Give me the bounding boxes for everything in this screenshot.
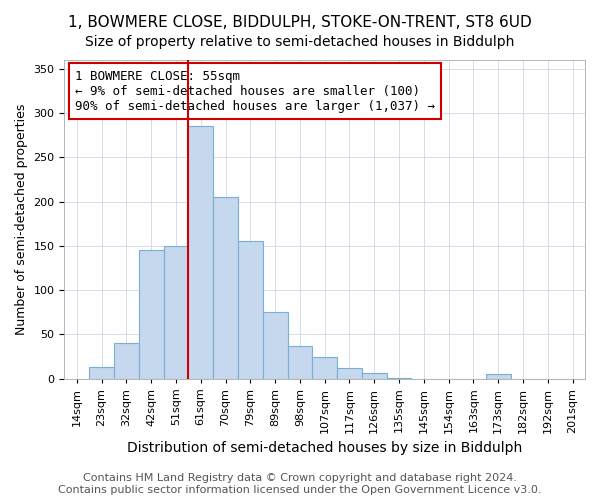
Bar <box>337 368 362 378</box>
Bar <box>188 126 213 378</box>
Bar <box>287 346 313 378</box>
Bar <box>114 343 139 378</box>
Bar <box>362 374 386 378</box>
Bar <box>213 197 238 378</box>
Y-axis label: Number of semi-detached properties: Number of semi-detached properties <box>15 104 28 335</box>
Bar <box>238 242 263 378</box>
Bar <box>263 312 287 378</box>
Bar <box>139 250 164 378</box>
Text: Size of property relative to semi-detached houses in Biddulph: Size of property relative to semi-detach… <box>85 35 515 49</box>
Bar <box>313 356 337 378</box>
Bar <box>486 374 511 378</box>
Text: 1, BOWMERE CLOSE, BIDDULPH, STOKE-ON-TRENT, ST8 6UD: 1, BOWMERE CLOSE, BIDDULPH, STOKE-ON-TRE… <box>68 15 532 30</box>
Text: 1 BOWMERE CLOSE: 55sqm
← 9% of semi-detached houses are smaller (100)
90% of sem: 1 BOWMERE CLOSE: 55sqm ← 9% of semi-deta… <box>75 70 435 112</box>
Bar <box>89 367 114 378</box>
Text: Contains HM Land Registry data © Crown copyright and database right 2024.
Contai: Contains HM Land Registry data © Crown c… <box>58 474 542 495</box>
Bar <box>164 246 188 378</box>
X-axis label: Distribution of semi-detached houses by size in Biddulph: Distribution of semi-detached houses by … <box>127 441 523 455</box>
